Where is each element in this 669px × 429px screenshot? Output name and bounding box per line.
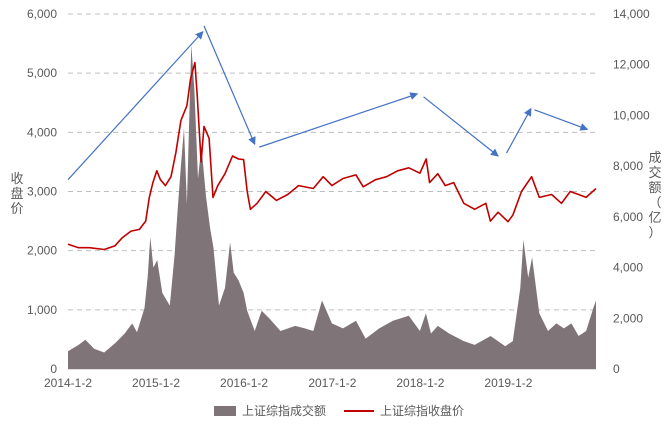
close-price-series bbox=[67, 61, 597, 251]
x-tick-label: 2017-1-2 bbox=[308, 376, 356, 390]
left-tick-label: 1,000 bbox=[27, 303, 57, 317]
right-axis-title: 成交额（亿） bbox=[648, 151, 661, 241]
trend-arrow bbox=[259, 92, 419, 148]
left-tick-label: 5,000 bbox=[27, 66, 57, 80]
axis-title-char: 亿 bbox=[648, 211, 661, 226]
right-tick-label: 4,000 bbox=[613, 261, 643, 275]
left-tick-label: 4,000 bbox=[27, 125, 57, 139]
x-tick-label: 2016-1-2 bbox=[220, 376, 268, 390]
left-tick-label: 0 bbox=[50, 362, 57, 376]
left-axis-title: 收盘价 bbox=[10, 172, 23, 217]
right-tick-label: 10,000 bbox=[613, 108, 650, 122]
trend-arrows bbox=[67, 25, 589, 181]
right-tick-label: 6,000 bbox=[613, 210, 643, 224]
legend-volume-swatch bbox=[214, 406, 236, 416]
volume-series bbox=[68, 44, 596, 370]
axis-title-char: ） bbox=[648, 226, 661, 241]
left-tick-label: 6,000 bbox=[27, 7, 57, 21]
right-tick-label: 14,000 bbox=[613, 7, 650, 21]
trend-arrow bbox=[67, 31, 204, 181]
x-axis-ticks: 2014-1-2 2015-1-2 2016-1-2 2017-1-2 2018-1-2… bbox=[44, 376, 533, 390]
left-axis-ticks: 0 1,000 2,000 3,000 4,000 5,000 6,000 bbox=[27, 7, 57, 376]
right-tick-label: 0 bbox=[613, 362, 620, 376]
axis-title-char: 交 bbox=[648, 165, 661, 181]
x-tick-label: 2019-1-2 bbox=[484, 376, 532, 390]
trend-arrow bbox=[203, 25, 256, 146]
left-tick-label: 3,000 bbox=[27, 185, 57, 199]
left-tick-label: 2,000 bbox=[27, 244, 57, 258]
trend-arrow bbox=[505, 107, 532, 154]
right-tick-label: 8,000 bbox=[613, 159, 643, 173]
axis-titles: 收盘价 成交额（亿） bbox=[10, 151, 661, 241]
right-tick-label: 12,000 bbox=[613, 58, 650, 72]
x-tick-label: 2018-1-2 bbox=[396, 376, 444, 390]
axis-title-char: 价 bbox=[10, 202, 23, 217]
x-tick-label: 2014-1-2 bbox=[44, 376, 92, 390]
legend-close-label: 上证综指收盘价 bbox=[380, 403, 464, 418]
axis-title-char: 成 bbox=[648, 151, 661, 166]
close-price-line bbox=[67, 61, 597, 251]
right-axis-ticks: 0 2,000 4,000 6,000 8,000 10,000 12,000 14,000 bbox=[613, 7, 650, 376]
axis-title-char: （ bbox=[648, 196, 661, 211]
trend-arrow bbox=[534, 109, 589, 131]
axis-title-char: 收 bbox=[10, 172, 23, 187]
x-tick-label: 2015-1-2 bbox=[132, 376, 180, 390]
legend: 上证综指成交额 上证综指收盘价 bbox=[214, 403, 464, 418]
axis-title-char: 额 bbox=[648, 181, 661, 196]
volume-area bbox=[68, 44, 596, 370]
right-tick-label: 2,000 bbox=[613, 311, 643, 325]
trend-arrow bbox=[423, 96, 499, 157]
legend-volume-label: 上证综指成交额 bbox=[242, 403, 326, 418]
axis-title-char: 盘 bbox=[10, 186, 23, 202]
